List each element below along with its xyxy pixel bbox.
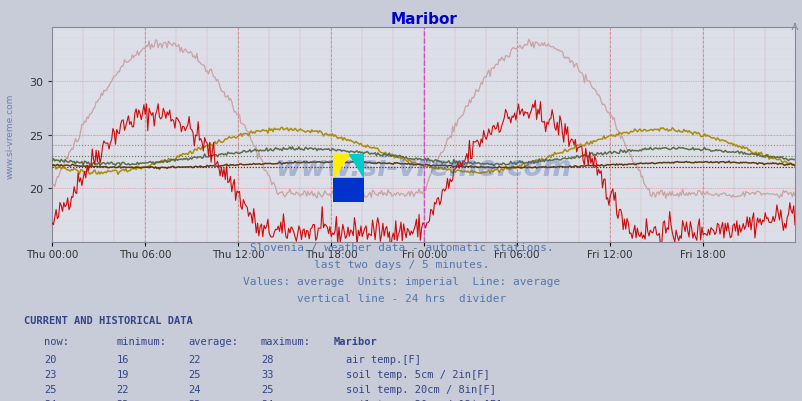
Title: Maribor: Maribor (390, 12, 456, 27)
Text: 25: 25 (44, 384, 57, 394)
Text: 24: 24 (188, 384, 201, 394)
Polygon shape (333, 154, 348, 178)
Text: Slovenia / weather data - automatic stations.: Slovenia / weather data - automatic stat… (249, 243, 553, 253)
Text: 23: 23 (188, 399, 201, 401)
Text: maximum:: maximum: (261, 336, 310, 346)
Text: 23: 23 (44, 369, 57, 379)
Text: 25: 25 (261, 384, 273, 394)
Polygon shape (348, 154, 363, 178)
Text: www.si-vreme.com: www.si-vreme.com (5, 94, 14, 179)
Text: soil temp. 5cm / 2in[F]: soil temp. 5cm / 2in[F] (346, 369, 489, 379)
Text: www.si-vreme.com: www.si-vreme.com (275, 154, 571, 182)
Text: Values: average  Units: imperial  Line: average: Values: average Units: imperial Line: av… (242, 276, 560, 286)
Text: average:: average: (188, 336, 238, 346)
Text: 28: 28 (261, 354, 273, 364)
Text: air temp.[F]: air temp.[F] (346, 354, 420, 364)
Text: 16: 16 (116, 354, 129, 364)
Text: last two days / 5 minutes.: last two days / 5 minutes. (314, 259, 488, 269)
Text: soil temp. 20cm / 8in[F]: soil temp. 20cm / 8in[F] (346, 384, 496, 394)
Text: 19: 19 (116, 369, 129, 379)
Text: 22: 22 (188, 354, 201, 364)
Text: CURRENT AND HISTORICAL DATA: CURRENT AND HISTORICAL DATA (24, 315, 192, 325)
Text: Maribor: Maribor (333, 336, 376, 346)
Text: minimum:: minimum: (116, 336, 166, 346)
Text: now:: now: (44, 336, 69, 346)
Text: 24: 24 (44, 399, 57, 401)
Text: 20: 20 (44, 354, 57, 364)
Text: 22: 22 (116, 384, 129, 394)
Polygon shape (333, 178, 363, 203)
Text: 24: 24 (261, 399, 273, 401)
Text: 22: 22 (116, 399, 129, 401)
Text: 33: 33 (261, 369, 273, 379)
Text: vertical line - 24 hrs  divider: vertical line - 24 hrs divider (297, 293, 505, 303)
Text: 25: 25 (188, 369, 201, 379)
Text: soil temp. 30cm / 12in[F]: soil temp. 30cm / 12in[F] (346, 399, 502, 401)
